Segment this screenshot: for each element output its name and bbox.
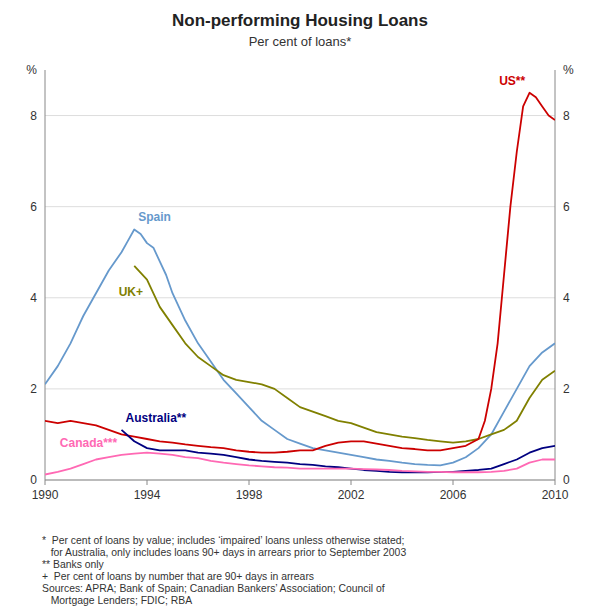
y-tick-label: 0 [30,473,37,487]
y2-axis-line [555,70,556,480]
series-label: UK+ [119,285,143,299]
series-label: Spain [138,210,171,224]
y-tick-label: 2 [30,382,37,396]
y-tick-label: 4 [30,291,37,305]
series-line [122,430,556,472]
series-label: US** [499,74,525,88]
x-tick-label: 2010 [542,488,569,502]
title: Non-performing Housing Loans [172,11,428,30]
x-tick [147,480,148,485]
footnote: ** Banks only [42,559,105,570]
x-tick [249,480,250,485]
series-line [45,93,555,453]
x-tick [555,480,556,485]
x-tick-label: 2002 [338,488,365,502]
series-line [134,266,555,443]
y2-tick-label: 4 [563,291,570,305]
footnote: + Per cent of loans by number that are 9… [42,571,314,582]
footnote: for Australia, only includes loans 90+ d… [42,547,406,558]
footnote: Sources: APRA; Bank of Spain; Canadian B… [42,583,385,594]
y-axis-label: % [26,63,37,77]
subtitle: Per cent of loans* [249,34,352,49]
y2-axis-label: % [563,63,574,77]
lines [45,93,555,475]
grid-line [45,480,555,481]
series-label: Canada*** [60,436,118,450]
x-tick-label: 2006 [440,488,467,502]
y2-tick-label: 8 [563,109,570,123]
x-tick-label: 1998 [236,488,263,502]
series-line [45,453,555,475]
y-tick-label: 6 [30,200,37,214]
grid [45,116,555,480]
footnote: Mortgage Lenders; FDIC; RBA [42,595,192,606]
grid-line [45,388,555,389]
y-axis-line [45,70,46,480]
y2-tick-label: 0 [563,473,570,487]
grid-line [45,115,555,116]
chart: Non-performing Housing Loans Per cent of … [0,0,600,612]
footnote: * Per cent of loans by value; includes ‘… [42,535,404,546]
series-labels: Spain UK+ US** Australia** Canada*** [60,74,526,450]
grid-line [45,206,555,207]
x-tick [351,480,352,485]
background [0,0,600,612]
x-tick-label: 1994 [134,488,161,502]
x-axis-line [45,480,555,481]
y-tick-label: 8 [30,109,37,123]
x-tick [45,480,46,485]
x-tick-label: 1990 [32,488,59,502]
x-tick [453,480,454,485]
y2-tick-label: 2 [563,382,570,396]
series-label: Australia** [126,411,187,425]
y2-tick-label: 6 [563,200,570,214]
